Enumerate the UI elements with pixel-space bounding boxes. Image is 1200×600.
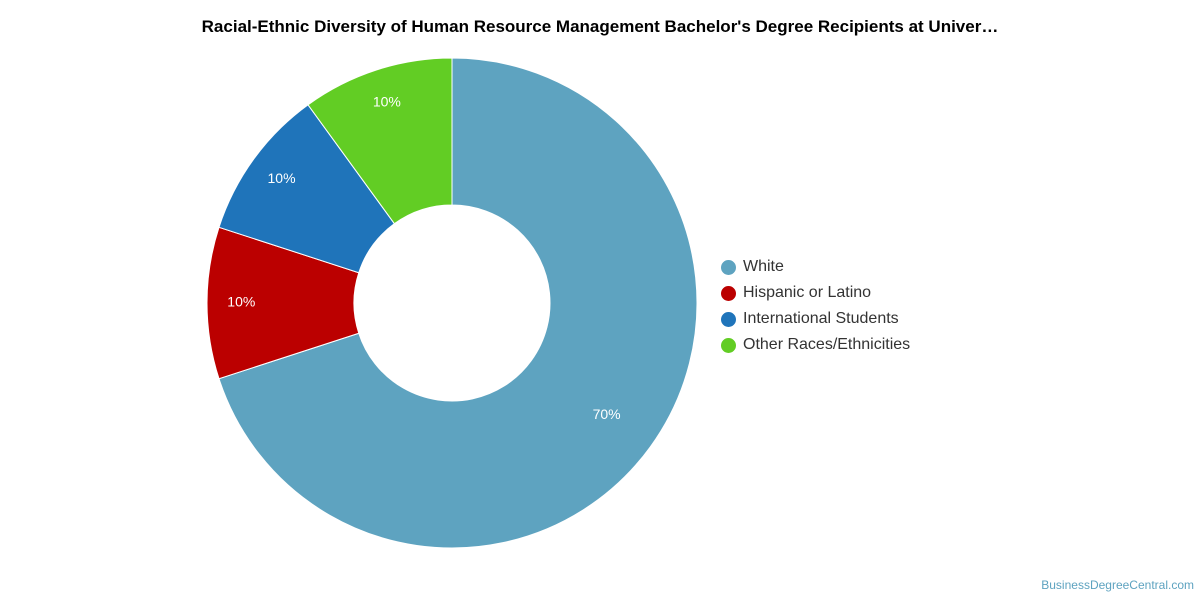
chart-title: Racial-Ethnic Diversity of Human Resourc… (201, 17, 999, 36)
legend-item[interactable]: Hispanic or Latino (721, 280, 910, 306)
slice-other-races-ethnicities[interactable] (307, 57, 453, 225)
legend-item[interactable]: White (721, 254, 910, 280)
slice-label: 10% (227, 294, 255, 310)
slice-labels: 70% 10% 10% 10% (227, 93, 620, 422)
legend-label: Hispanic or Latino (743, 284, 872, 301)
legend-item[interactable]: Other Races/Ethnicities (721, 332, 910, 358)
slice-label: 70% (593, 406, 621, 422)
slice-label: 10% (373, 93, 401, 109)
legend-label: International Students (743, 310, 899, 327)
legend-swatch-icon (721, 311, 736, 327)
donut-slices (206, 57, 698, 549)
watermark: BusinessDegreeCentral.com (1041, 578, 1194, 592)
legend-item[interactable]: International Students (721, 306, 910, 332)
legend-label: Other Races/Ethnicities (743, 336, 911, 353)
legend-swatch-icon (721, 259, 736, 275)
legend-swatch-icon (721, 337, 736, 353)
legend: White Hispanic or Latino International Stu… (721, 254, 910, 358)
legend-swatch-icon (721, 285, 736, 301)
slice-white[interactable] (218, 57, 698, 549)
slice-label: 10% (268, 170, 296, 186)
legend-label: White (743, 258, 784, 275)
